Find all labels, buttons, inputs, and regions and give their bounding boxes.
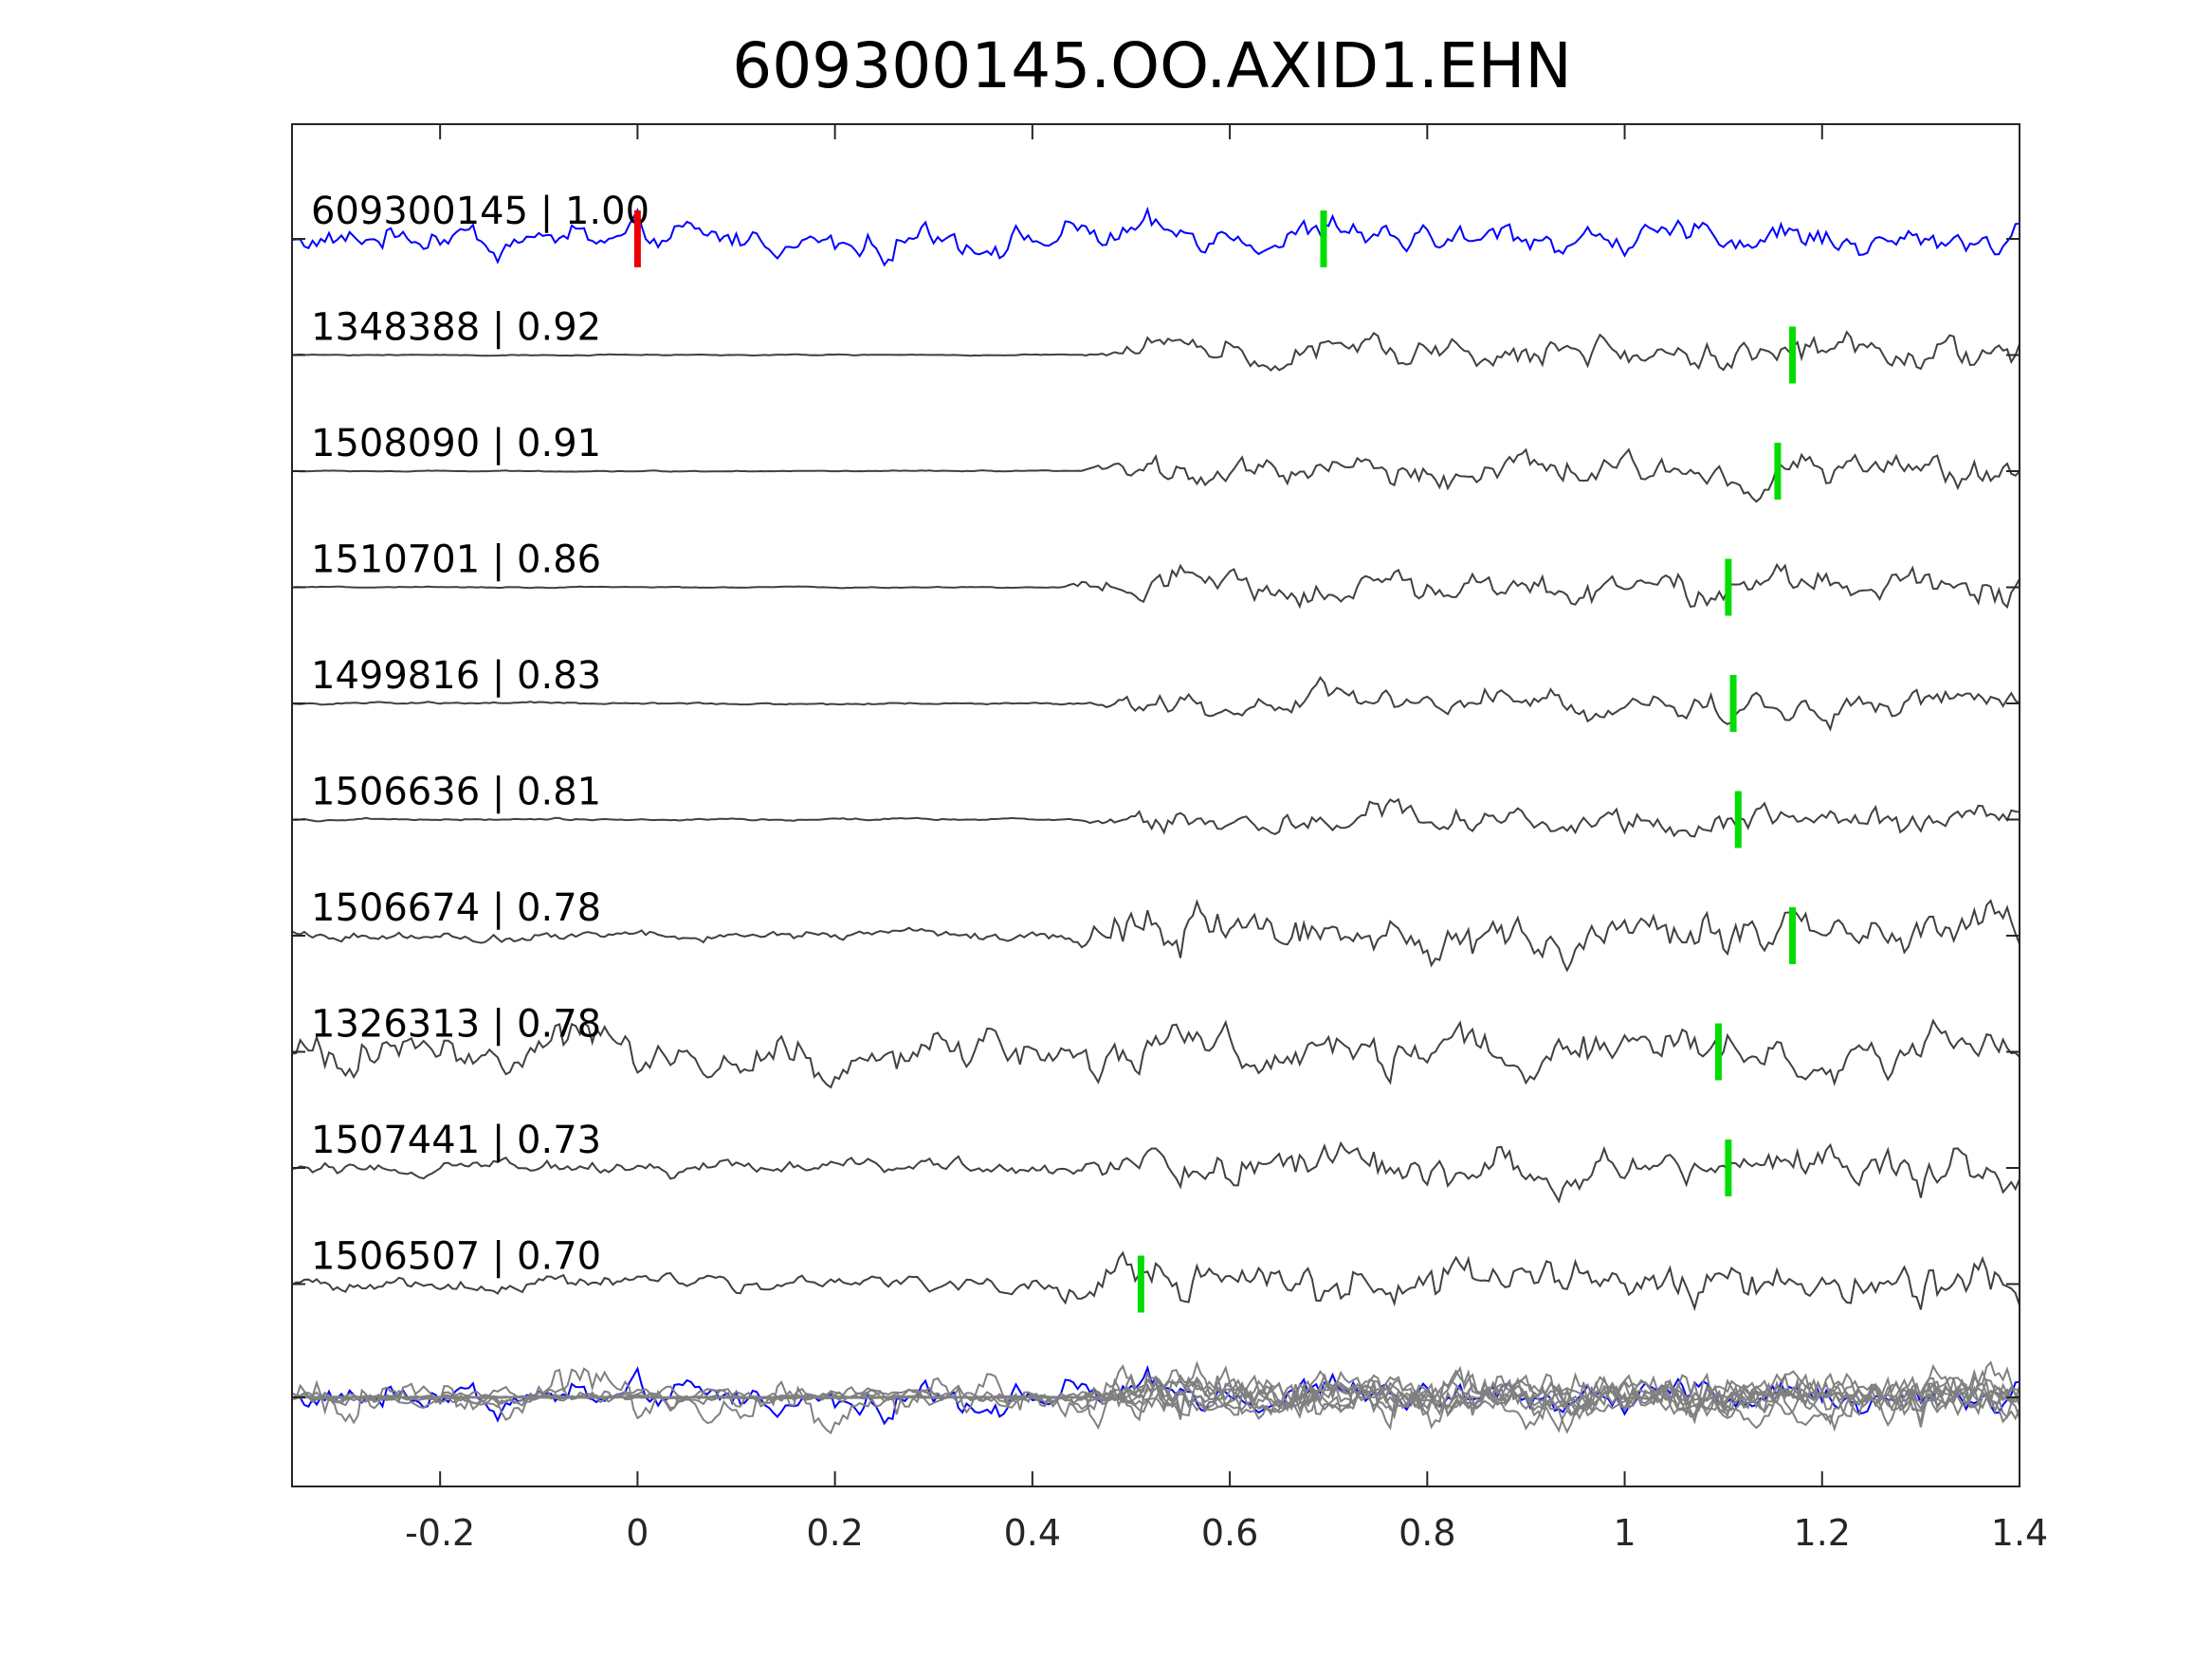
- x-tick-label: 0.6: [1201, 1512, 1258, 1554]
- x-tick-label: 1.4: [1991, 1512, 2048, 1554]
- pick-marker-group: [633, 210, 1797, 1313]
- x-tick-label: 1: [1613, 1512, 1636, 1554]
- trace-label-group: 609300145 | 1.00 1348388 | 0.92 1508090 | …: [311, 190, 649, 1279]
- trace-label: 1508090 | 0.91: [311, 422, 601, 465]
- trace-label: 1499816 | 0.83: [311, 654, 601, 698]
- trace-label: 1348388 | 0.92: [311, 306, 601, 350]
- template-trace: [291, 447, 2020, 503]
- trace-label: 609300145 | 1.00: [311, 190, 649, 233]
- x-tick-label: 0.2: [806, 1512, 863, 1554]
- trace-label: 1326313 | 0.78: [311, 1003, 601, 1047]
- x-tick-label: 0: [626, 1512, 649, 1554]
- stack-overlay-group: [291, 1360, 2020, 1435]
- template-trace: [291, 1018, 2020, 1089]
- trace-label: 1506636 | 0.81: [311, 771, 601, 814]
- template-trace: [291, 1250, 2020, 1312]
- stack-trace: [291, 1363, 2020, 1425]
- reference-trace: [291, 206, 2020, 267]
- x-tick-label: -0.2: [405, 1512, 475, 1554]
- trace-group: [291, 206, 2020, 1312]
- template-trace: [291, 797, 2020, 838]
- plot-area-frame: [291, 123, 2020, 1487]
- x-axis: -0.2 0 0.2 0.4 0.6 0.8 1 1.2 1.4: [292, 124, 2048, 1554]
- x-tick-label: 1.2: [1794, 1512, 1851, 1554]
- x-tick-label: 0.8: [1398, 1512, 1455, 1554]
- trace-label: 1506507 | 0.70: [311, 1235, 601, 1279]
- template-trace: [291, 899, 2020, 973]
- trace-label: 1507441 | 0.73: [311, 1119, 601, 1162]
- template-trace: [291, 330, 2020, 372]
- x-tick-label: 0.4: [1004, 1512, 1061, 1554]
- trace-label: 1510701 | 0.86: [311, 538, 601, 582]
- chart-title: 609300145.OO.AXID1.EHN: [732, 29, 1571, 102]
- trace-label: 1506674 | 0.78: [311, 886, 601, 930]
- stack-trace: [291, 1363, 2020, 1435]
